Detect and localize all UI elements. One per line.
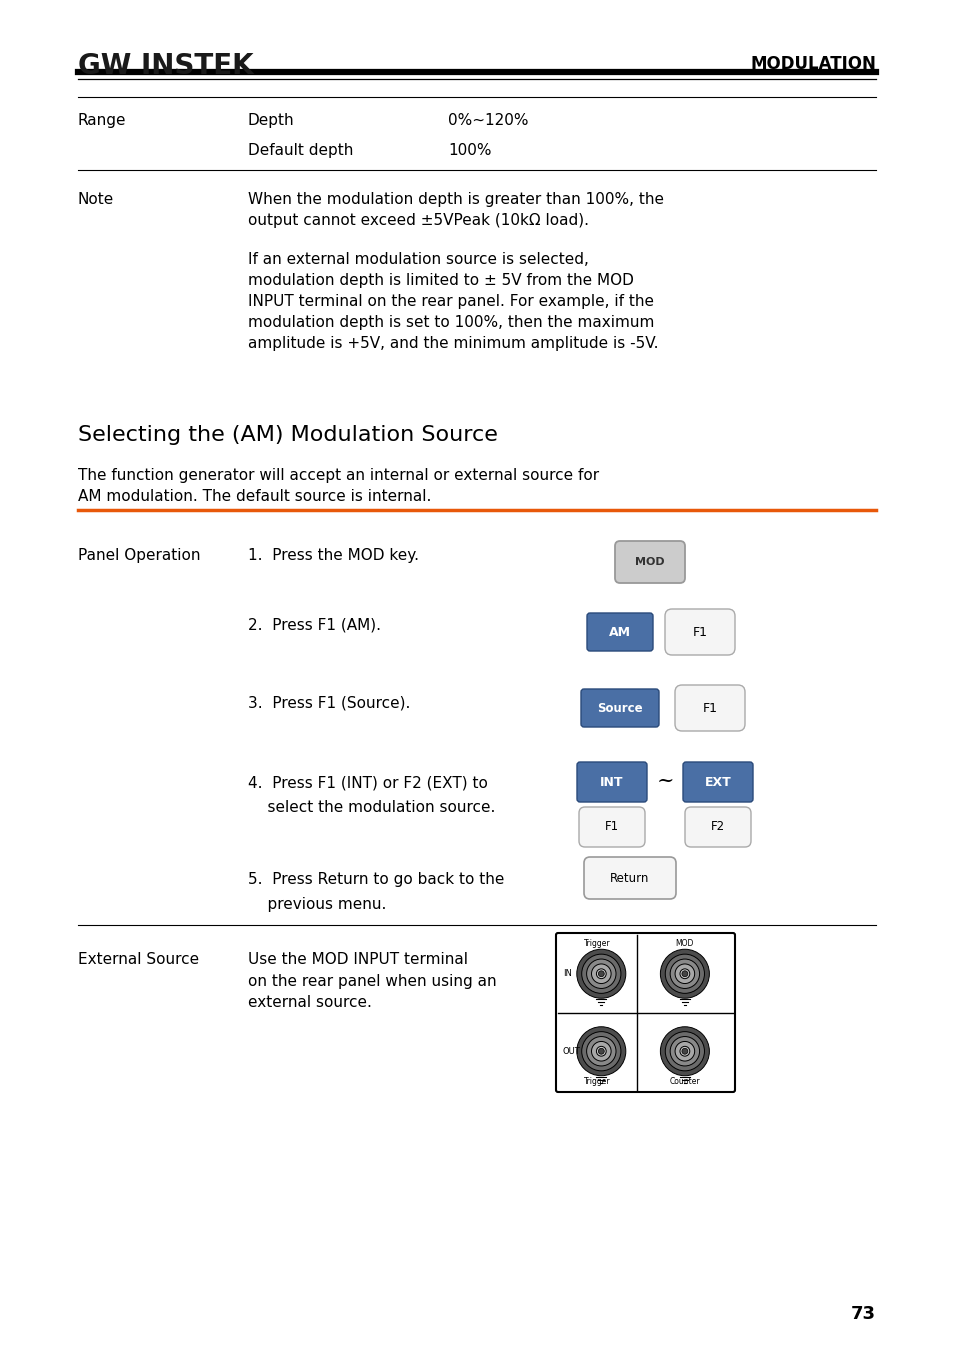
Circle shape — [659, 949, 709, 998]
Circle shape — [598, 1049, 603, 1054]
Text: ~: ~ — [657, 771, 674, 791]
Text: MOD: MOD — [675, 940, 694, 948]
FancyBboxPatch shape — [615, 541, 684, 583]
Text: MOD: MOD — [635, 558, 664, 567]
Text: 1.  Press the MOD key.: 1. Press the MOD key. — [248, 548, 418, 563]
Circle shape — [675, 1041, 694, 1061]
Text: OUT: OUT — [562, 1046, 580, 1056]
Circle shape — [675, 964, 694, 984]
Text: Trigger: Trigger — [583, 1077, 610, 1085]
FancyBboxPatch shape — [578, 807, 644, 846]
Text: F2: F2 — [710, 821, 724, 833]
FancyBboxPatch shape — [577, 761, 646, 802]
Text: 100%: 100% — [448, 143, 491, 158]
Text: The function generator will accept an internal or external source for
AM modulat: The function generator will accept an in… — [78, 468, 598, 504]
Circle shape — [591, 1041, 611, 1061]
Text: AM: AM — [608, 625, 630, 639]
Text: F1: F1 — [692, 625, 707, 639]
Circle shape — [669, 958, 699, 988]
Text: External Source: External Source — [78, 952, 199, 967]
Circle shape — [598, 971, 603, 976]
Text: Depth: Depth — [248, 113, 294, 128]
Text: 73: 73 — [850, 1305, 875, 1323]
Text: 5.  Press Return to go back to the: 5. Press Return to go back to the — [248, 872, 504, 887]
Circle shape — [659, 1027, 709, 1076]
Circle shape — [577, 1027, 625, 1076]
Text: Note: Note — [78, 192, 114, 207]
Text: IN: IN — [562, 969, 571, 979]
Text: select the modulation source.: select the modulation source. — [248, 801, 495, 815]
Text: 2.  Press F1 (AM).: 2. Press F1 (AM). — [248, 618, 380, 633]
Text: Range: Range — [78, 113, 127, 128]
FancyBboxPatch shape — [682, 761, 752, 802]
Text: MODULATION: MODULATION — [749, 55, 875, 73]
Circle shape — [591, 964, 611, 984]
Text: Source: Source — [597, 702, 642, 714]
Circle shape — [664, 954, 703, 994]
FancyBboxPatch shape — [675, 684, 744, 730]
Circle shape — [596, 1046, 605, 1056]
Circle shape — [586, 958, 616, 988]
FancyBboxPatch shape — [684, 807, 750, 846]
Circle shape — [679, 1046, 689, 1056]
Text: previous menu.: previous menu. — [248, 896, 386, 913]
Circle shape — [664, 1031, 703, 1071]
Text: 4.  Press F1 (INT) or F2 (EXT) to: 4. Press F1 (INT) or F2 (EXT) to — [248, 775, 487, 790]
Circle shape — [669, 1037, 699, 1066]
Text: GW INSTEK: GW INSTEK — [78, 53, 253, 80]
FancyBboxPatch shape — [556, 933, 734, 1092]
Text: Trigger: Trigger — [583, 940, 610, 948]
Text: INT: INT — [599, 775, 623, 788]
Text: Default depth: Default depth — [248, 143, 353, 158]
FancyBboxPatch shape — [664, 609, 734, 655]
Text: If an external modulation source is selected,
modulation depth is limited to ± 5: If an external modulation source is sele… — [248, 252, 658, 351]
Text: Return: Return — [610, 872, 649, 884]
Text: Counter: Counter — [669, 1077, 700, 1085]
Text: When the modulation depth is greater than 100%, the
output cannot exceed ±5VPeak: When the modulation depth is greater tha… — [248, 192, 663, 228]
Text: Panel Operation: Panel Operation — [78, 548, 200, 563]
Text: F1: F1 — [701, 702, 717, 714]
Circle shape — [586, 1037, 616, 1066]
Text: 3.  Press F1 (Source).: 3. Press F1 (Source). — [248, 695, 410, 710]
FancyBboxPatch shape — [583, 857, 676, 899]
Circle shape — [681, 1049, 687, 1054]
Circle shape — [581, 1031, 620, 1071]
Circle shape — [577, 949, 625, 998]
FancyBboxPatch shape — [580, 688, 659, 728]
Circle shape — [581, 954, 620, 994]
Text: 0%~120%: 0%~120% — [448, 113, 528, 128]
Text: F1: F1 — [604, 821, 618, 833]
Circle shape — [681, 971, 687, 976]
Circle shape — [679, 969, 689, 979]
Text: Use the MOD INPUT terminal
on the rear panel when using an
external source.: Use the MOD INPUT terminal on the rear p… — [248, 952, 497, 1010]
Text: EXT: EXT — [704, 775, 731, 788]
Text: Selecting the (AM) Modulation Source: Selecting the (AM) Modulation Source — [78, 425, 497, 446]
FancyBboxPatch shape — [586, 613, 652, 651]
Circle shape — [596, 969, 605, 979]
